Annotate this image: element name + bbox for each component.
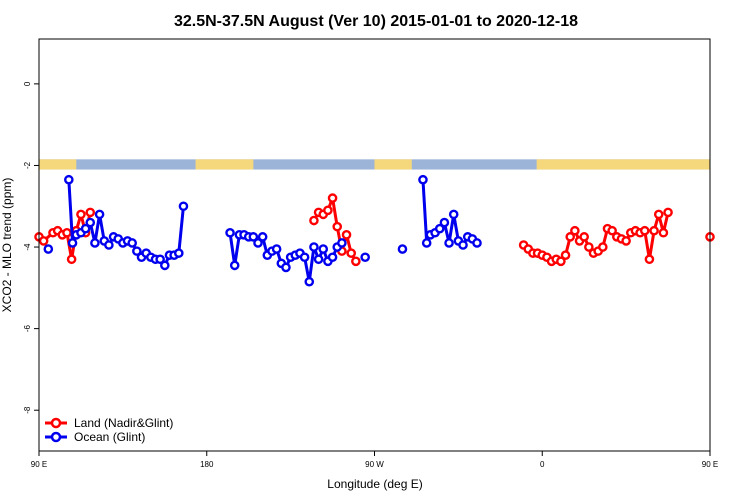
data-point xyxy=(281,262,291,273)
land-mask-segment xyxy=(374,159,412,170)
data-point xyxy=(448,209,459,220)
data-point xyxy=(309,215,319,226)
data-point xyxy=(658,227,669,238)
data-point xyxy=(332,221,343,232)
data-point xyxy=(444,238,454,248)
data-point xyxy=(62,227,72,238)
data-point xyxy=(248,232,259,242)
land-mask-segment xyxy=(536,159,710,170)
land-sea-mask-band xyxy=(39,159,710,170)
data-point xyxy=(653,209,664,220)
data-point xyxy=(598,242,608,252)
data-point xyxy=(560,250,571,260)
data-point xyxy=(439,217,450,228)
data-point xyxy=(639,225,650,236)
legend-ocean-marker xyxy=(50,431,62,443)
data-point xyxy=(304,276,315,287)
x-axis-label: Longitude (deg E) xyxy=(327,477,422,491)
data-point xyxy=(257,232,268,242)
data-point xyxy=(337,238,347,248)
x-axis: 90 E 180 90 W 0 90 E xyxy=(31,451,718,469)
data-point xyxy=(570,225,580,236)
data-point xyxy=(323,205,333,216)
data-point xyxy=(64,174,74,185)
data-point xyxy=(67,238,78,248)
data-point xyxy=(178,201,189,212)
y-tick-label: -4 xyxy=(23,243,32,251)
data-point xyxy=(607,225,617,236)
data-point xyxy=(649,225,659,236)
plot-frame xyxy=(38,38,711,452)
y-tick-label: -6 xyxy=(23,325,32,333)
y-axis: 0 -2 -4 -6 -8 xyxy=(23,81,39,414)
data-point xyxy=(90,238,100,248)
data-point xyxy=(104,240,114,250)
land-mask-segment xyxy=(39,159,77,170)
data-point xyxy=(579,232,589,242)
x-tick-label: 90 E xyxy=(31,460,47,469)
data-point xyxy=(351,256,361,267)
legend-ocean-label: Ocean (Glint) xyxy=(74,430,145,444)
data-point xyxy=(271,244,282,254)
data-point xyxy=(584,242,594,252)
data-point xyxy=(132,246,142,256)
series-layer xyxy=(34,174,715,287)
data-point xyxy=(43,244,54,254)
legend: Land (Nadir&Glint) Ocean (Glint) xyxy=(45,416,173,444)
data-point xyxy=(299,252,310,263)
x-tick-label: 90 W xyxy=(365,460,384,469)
series-land xyxy=(34,193,715,267)
data-point xyxy=(229,260,240,271)
data-point xyxy=(341,230,352,240)
data-point xyxy=(360,252,370,263)
data-point xyxy=(418,174,428,185)
legend-land-label: Land (Nadir&Glint) xyxy=(74,416,173,430)
data-point xyxy=(346,248,357,258)
data-point xyxy=(327,252,338,263)
series-ocean xyxy=(43,174,482,287)
data-point xyxy=(313,254,324,265)
data-point xyxy=(38,236,49,246)
y-tick-label: 0 xyxy=(23,81,32,86)
data-point xyxy=(225,227,235,238)
data-point xyxy=(85,217,96,228)
data-point xyxy=(458,240,468,250)
y-tick-label: -2 xyxy=(23,161,32,169)
x-tick-label: 0 xyxy=(540,460,545,469)
data-point xyxy=(173,248,184,258)
legend-land-marker xyxy=(50,417,62,429)
data-point xyxy=(327,193,338,203)
land-mask-segment xyxy=(195,159,254,170)
data-point xyxy=(397,244,408,254)
data-point xyxy=(253,238,263,248)
y-tick-label: -8 xyxy=(23,406,32,414)
x-tick-label: 180 xyxy=(200,460,214,469)
data-point xyxy=(94,209,105,220)
data-point xyxy=(472,238,482,248)
data-point xyxy=(85,207,96,218)
data-point xyxy=(66,254,77,265)
data-point xyxy=(434,223,445,234)
data-point xyxy=(127,238,137,248)
data-point xyxy=(318,244,329,254)
chart-title: 32.5N-37.5N August (Ver 10) 2015-01-01 t… xyxy=(174,13,578,30)
data-point xyxy=(663,207,673,218)
y-axis-label: XCO2 - MLO trend (ppm) xyxy=(0,178,14,313)
data-point xyxy=(155,254,165,265)
data-point xyxy=(621,236,631,246)
data-point xyxy=(644,254,655,265)
data-point xyxy=(565,232,576,242)
data-point xyxy=(76,209,86,220)
data-point xyxy=(160,260,170,271)
data-point xyxy=(80,223,91,234)
data-point xyxy=(309,242,319,252)
x-tick-label: 90 E xyxy=(702,460,718,469)
data-point xyxy=(421,238,432,248)
data-point xyxy=(556,256,566,267)
